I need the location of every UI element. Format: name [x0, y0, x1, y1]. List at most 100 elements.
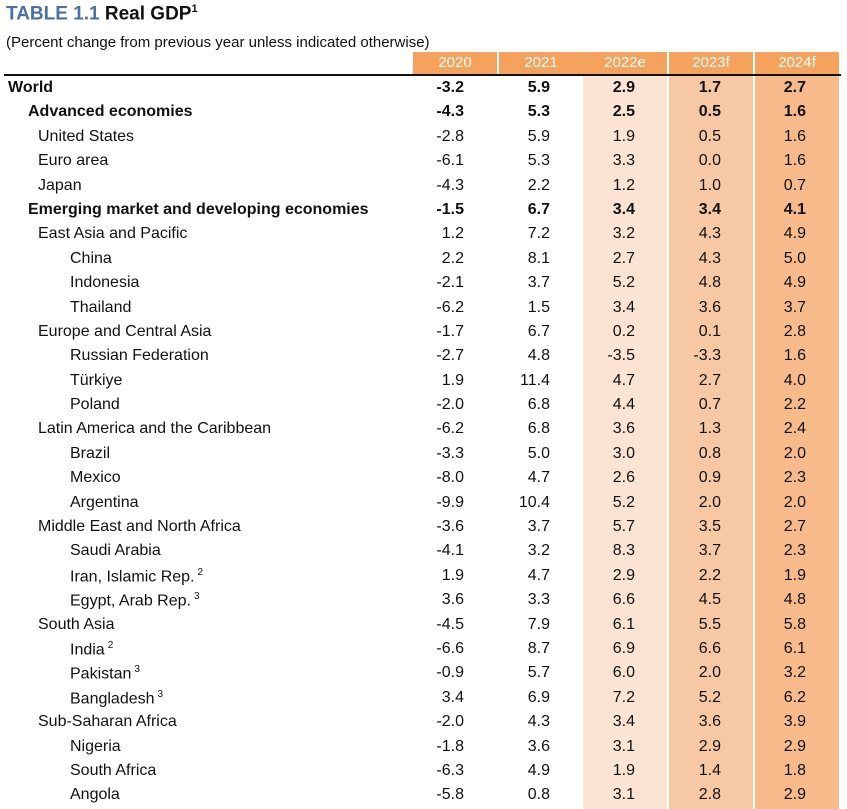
cell-2024f: 2.9: [783, 737, 806, 755]
cell-2020: -4.1: [436, 542, 464, 560]
cell-2022e: 1.9: [612, 127, 635, 145]
cell-2024f: 4.0: [783, 371, 806, 389]
row-label-text: Advanced economies: [28, 103, 193, 121]
table-row: Angola -5.8 0.8 3.1 2.8 2.9: [0, 783, 845, 807]
table-row: Brazil -3.3 5.0 3.0 0.8 2.0: [0, 442, 845, 466]
cell-2022e: 0.2: [612, 322, 635, 340]
cell-2020: 1.9: [441, 566, 464, 584]
row-label-text: World: [8, 79, 54, 96]
cell-2023f: 4.5: [698, 591, 721, 609]
cell-2022e: 2.9: [612, 566, 635, 584]
cell-2020: -0.9: [436, 664, 464, 682]
row-label: South Africa: [70, 762, 156, 780]
cell-2023f: 2.9: [698, 737, 721, 755]
cell-2021: 3.2: [527, 542, 550, 560]
row-label: Sub-Saharan Africa: [38, 713, 177, 731]
column-header-2022e: 2022e: [583, 52, 667, 74]
cell-2021: 3.3: [527, 591, 550, 609]
cell-2023f: 0.5: [698, 127, 721, 145]
cell-2022e: 4.7: [612, 371, 635, 389]
cell-2020: -1.7: [436, 322, 464, 340]
cell-2024f: 4.9: [783, 225, 806, 243]
cell-2021: 6.8: [527, 396, 550, 414]
row-label: Russian Federation: [70, 347, 209, 365]
row-label-text: Japan: [38, 176, 82, 194]
cell-2023f: 2.0: [698, 664, 721, 682]
row-label-text: Sub-Saharan Africa: [38, 713, 177, 731]
row-label-text: Thailand: [70, 298, 132, 316]
cell-2024f: 1.6: [783, 127, 806, 145]
cell-2022e: 6.1: [612, 615, 635, 633]
cell-2024f: 5.0: [783, 249, 806, 267]
cell-2022e: -3.5: [607, 347, 635, 365]
table-row: Japan -4.3 2.2 1.2 1.0 0.7: [0, 174, 845, 198]
row-label-text: Brazil: [70, 444, 111, 462]
row-label-text: Iran, Islamic Rep.: [70, 568, 195, 586]
cell-2020: -9.9: [436, 493, 464, 511]
cell-2024f: 3.7: [783, 298, 806, 316]
cell-2021: 6.7: [527, 200, 550, 218]
cell-2020: -8.0: [436, 469, 464, 487]
cell-2024f: 2.8: [783, 322, 806, 340]
table-row: Bangladesh 3 3.4 6.9 7.2 5.2 6.2: [0, 686, 845, 710]
cell-2021: 5.0: [527, 444, 550, 462]
table-row: Mexico -8.0 4.7 2.6 0.9 2.3: [0, 466, 845, 490]
cell-2021: 8.7: [527, 639, 550, 657]
header-rule: [4, 74, 841, 76]
column-header-2021: 2021: [499, 52, 583, 74]
cell-2021: 5.9: [527, 127, 550, 145]
cell-2023f: 3.5: [698, 518, 721, 536]
cell-2020: 3.4: [441, 688, 464, 706]
row-label: Angola: [70, 786, 120, 804]
cell-2023f: 1.7: [698, 79, 721, 96]
row-label: Argentina: [70, 494, 139, 512]
cell-2020: -6.1: [436, 152, 464, 170]
cell-2020: -3.2: [436, 79, 464, 96]
table-row: Argentina -9.9 10.4 5.2 2.0 2.0: [0, 491, 845, 515]
cell-2021: 4.7: [527, 469, 550, 487]
table-number: TABLE 1.1: [6, 3, 100, 25]
row-label: Bangladesh 3: [70, 689, 163, 708]
cell-2024f: 1.8: [783, 761, 806, 779]
cell-2024f: 4.9: [783, 274, 806, 292]
row-label-text: China: [70, 249, 112, 267]
row-label: Nigeria: [70, 738, 121, 756]
table-title: TABLE 1.1 Real GDP1: [6, 3, 198, 25]
row-label: Japan: [38, 177, 82, 195]
cell-2020: -3.6: [436, 518, 464, 536]
table-row: Middle East and North Africa -3.6 3.7 5.7 3.…: [0, 515, 845, 539]
cell-2022e: 3.1: [612, 786, 635, 804]
cell-2023f: 3.4: [698, 200, 721, 218]
cell-2024f: 1.6: [783, 152, 806, 170]
cell-2021: 3.6: [527, 737, 550, 755]
cell-2020: -1.8: [436, 737, 464, 755]
table-row: World -3.2 5.9 2.9 1.7 2.7: [0, 76, 845, 100]
row-label-text: Indonesia: [70, 274, 140, 292]
cell-2022e: 7.2: [612, 688, 635, 706]
cell-2021: 6.9: [527, 688, 550, 706]
table-row: Latin America and the Caribbean -6.2 6.8 3.…: [0, 417, 845, 441]
table-row: South Asia -4.5 7.9 6.1 5.5 5.8: [0, 613, 845, 637]
cell-2024f: 1.6: [783, 347, 806, 365]
cell-2023f: 6.6: [698, 639, 721, 657]
column-shade-2023f: [669, 52, 753, 809]
row-label: China: [70, 250, 112, 268]
row-label: Mexico: [70, 469, 121, 487]
cell-2021: 7.9: [527, 615, 550, 633]
row-label-text: Middle East and North Africa: [38, 518, 241, 536]
cell-2022e: 3.4: [612, 298, 635, 316]
row-label: India 2: [70, 640, 113, 659]
column-header-2023f: 2023f: [669, 52, 753, 74]
table-row: Türkiye 1.9 11.4 4.7 2.7 4.0: [0, 369, 845, 393]
cell-2021: 7.2: [527, 225, 550, 243]
row-label: Pakistan 3: [70, 664, 140, 683]
column-shade-2022e: [583, 52, 667, 809]
row-label-text: Türkiye: [70, 371, 123, 389]
table-row: Iran, Islamic Rep. 2 1.9 4.7 2.9 2.2 1.9: [0, 564, 845, 588]
footnote-marker: 3: [193, 591, 200, 603]
cell-2021: 4.7: [527, 566, 550, 584]
table-row: Advanced economies -4.3 5.3 2.5 0.5 1.6: [0, 100, 845, 124]
table-row: Indonesia -2.1 3.7 5.2 4.8 4.9: [0, 271, 845, 295]
row-label-text: Nigeria: [70, 737, 121, 755]
cell-2022e: 2.9: [612, 79, 635, 96]
